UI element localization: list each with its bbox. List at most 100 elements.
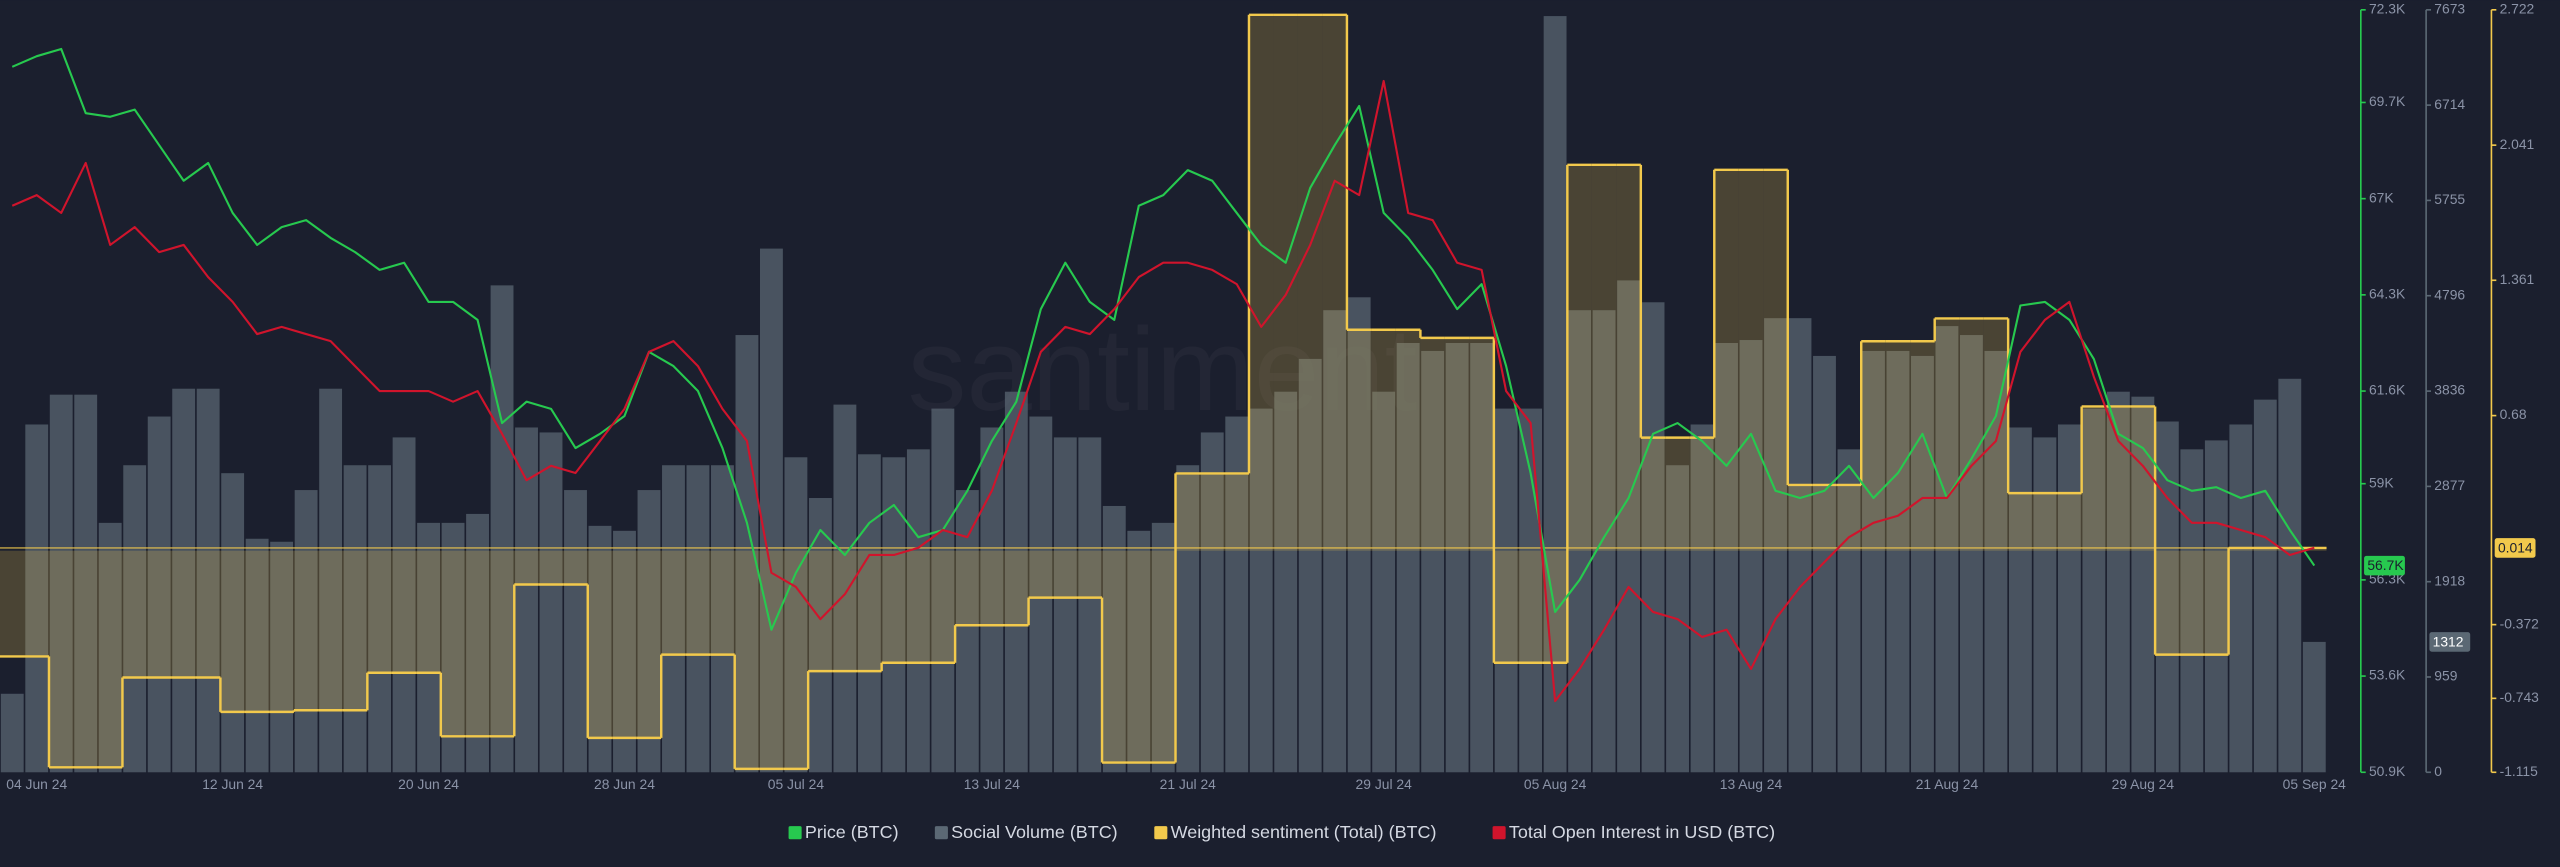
sentiment-area	[1616, 164, 1641, 551]
sentiment-area	[1934, 318, 1960, 551]
sentiment-area	[881, 550, 907, 663]
x-tick-label: 13 Jul 24	[964, 776, 1021, 792]
volume-bar	[1445, 343, 1469, 773]
volume-bar	[1249, 408, 1273, 773]
y-tick-label: 3836	[2434, 382, 2465, 398]
sentiment-area	[661, 550, 686, 655]
volume-bar	[2033, 437, 2057, 773]
sentiment-area	[1665, 437, 1690, 551]
legend-swatch	[1154, 826, 1168, 840]
current-value-badge	[2494, 538, 2536, 558]
sentiment-area	[97, 550, 123, 768]
sentiment-area	[563, 550, 588, 585]
volume-bar	[0, 693, 24, 773]
current-value-badge	[2429, 632, 2471, 652]
x-tick-label: 13 Aug 24	[1720, 776, 1783, 792]
y-tick-label: 1918	[2434, 572, 2465, 588]
sentiment-area	[1151, 550, 1176, 763]
volume-bar	[1592, 310, 1616, 773]
volume-bar	[368, 465, 392, 773]
y-tick-label: 6714	[2434, 96, 2465, 112]
y-tick-label: 50.9K	[2369, 763, 2406, 779]
sentiment-area	[2204, 550, 2229, 655]
legend-label: Total Open Interest in USD (BTC)	[1509, 822, 1775, 842]
sentiment-area	[1346, 329, 1372, 551]
sentiment-area	[1395, 329, 1421, 551]
sentiment-area	[1689, 437, 1715, 551]
sentiment-area	[489, 550, 515, 737]
y-tick-label: 61.6K	[2369, 382, 2406, 398]
sentiment-area	[1028, 550, 1054, 598]
sentiment-area	[1959, 318, 1984, 551]
volume-bar	[1225, 416, 1249, 773]
volume-bar	[808, 498, 832, 773]
volume-bar	[613, 530, 636, 773]
x-tick-label: 05 Aug 24	[1524, 776, 1587, 792]
sentiment-area	[2106, 406, 2131, 551]
series-line	[11, 79, 2315, 703]
sentiment-area	[1420, 337, 1445, 551]
volume-bar	[2278, 378, 2302, 773]
volume-bar	[1053, 437, 1077, 773]
x-tick-label: 21 Aug 24	[1916, 776, 1979, 792]
volume-bar	[2008, 427, 2032, 773]
sentiment-area	[465, 550, 490, 737]
current-value-badge	[2364, 555, 2405, 576]
volume-bar	[245, 538, 269, 773]
y-tick-label: 53.6K	[2369, 667, 2406, 683]
sentiment-area	[1469, 337, 1494, 551]
volume-bar	[980, 427, 1004, 773]
sentiment-area	[2155, 550, 2180, 655]
sentiment-area	[2008, 493, 2033, 551]
sentiment-area	[2277, 547, 2303, 551]
volume-bar	[2057, 424, 2081, 773]
sentiment-area	[440, 550, 466, 737]
sentiment-area	[122, 550, 147, 678]
volume-bar	[784, 457, 808, 773]
volume-bar	[2302, 641, 2326, 773]
sentiment-area	[759, 550, 784, 769]
y-tick-label: 0.68	[2500, 406, 2527, 422]
sentiment-area	[2057, 493, 2082, 551]
volume-bar	[1715, 343, 1738, 773]
legend-label: Weighted sentiment (Total) (BTC)	[1171, 822, 1437, 842]
sentiment-area	[367, 550, 392, 673]
y-tick-label: 64.3K	[2369, 286, 2406, 302]
volume-bar	[2180, 449, 2204, 773]
volume-bar	[1372, 391, 1396, 773]
series-line	[11, 47, 2316, 631]
volume-bar	[2155, 421, 2179, 773]
volume-bar	[1127, 530, 1151, 773]
volume-bar	[1004, 391, 1028, 773]
volume-bar	[1078, 437, 1102, 773]
volume-bar	[1029, 416, 1053, 773]
y-tick-label: -0.743	[2500, 689, 2540, 705]
x-tick-label: 12 Jun 24	[202, 776, 263, 792]
volume-bar	[25, 424, 49, 773]
sentiment-area	[685, 550, 711, 655]
volume-bar	[1102, 505, 1126, 773]
volume-bar	[294, 490, 318, 773]
sentiment-area	[416, 550, 441, 673]
y-tick-label: 2877	[2434, 477, 2465, 493]
sentiment-area	[1126, 550, 1152, 763]
volume-bar	[1494, 408, 1518, 773]
y-tick-label: 959	[2434, 668, 2457, 684]
sentiment-area	[1763, 169, 1788, 551]
sentiment-area	[1836, 484, 1862, 551]
sentiment-area	[220, 550, 245, 712]
volume-bar	[1347, 297, 1371, 773]
volume-bar	[2253, 399, 2277, 773]
volume-bar	[490, 285, 514, 773]
x-tick-label: 29 Jul 24	[1356, 776, 1413, 792]
volume-bar	[1274, 391, 1298, 773]
sentiment-area	[24, 550, 49, 657]
sentiment-area	[1322, 14, 1347, 551]
volume-bar	[417, 522, 440, 773]
volume-bar	[955, 490, 979, 773]
sentiment-area	[587, 550, 613, 738]
volume-bar	[147, 416, 171, 773]
sentiment-area	[293, 550, 319, 711]
